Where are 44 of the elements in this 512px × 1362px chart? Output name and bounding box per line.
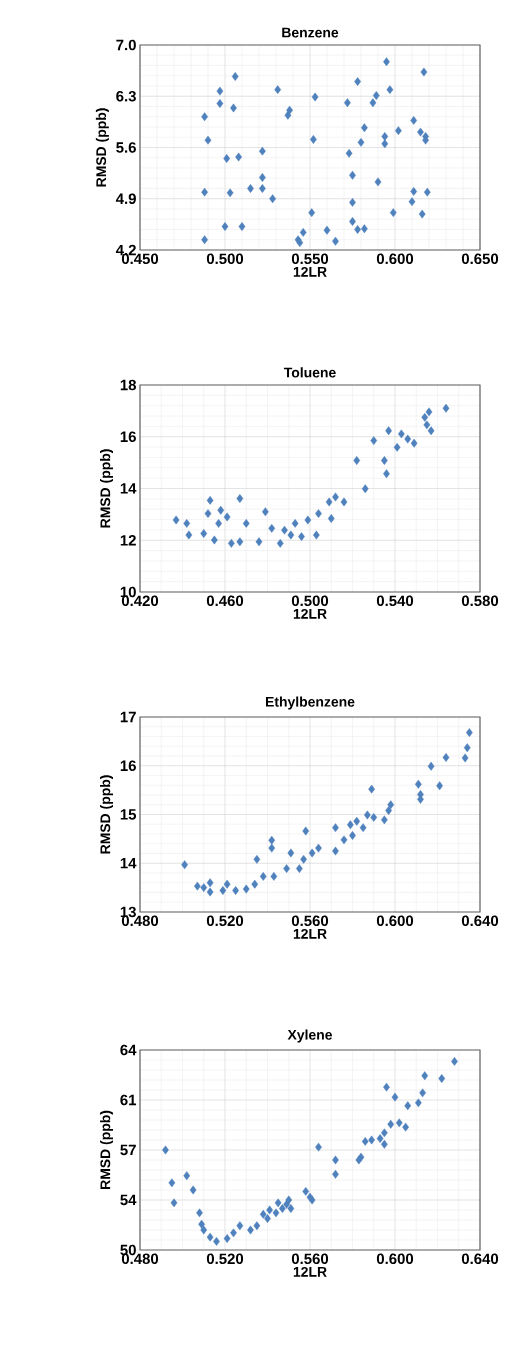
chart-title: Ethylbenzene	[265, 696, 355, 710]
y-tick-label: 57	[120, 1144, 136, 1156]
y-tick-label: 15	[120, 809, 137, 820]
y-tick-label: 61	[120, 1094, 137, 1106]
y-tick-label: 12	[120, 535, 136, 546]
x-tick-label: 0.640	[461, 915, 499, 927]
y-tick-label: 7.0	[116, 39, 136, 51]
y-axis-title: RMSD (ppb)	[95, 108, 109, 187]
x-tick-label: 0.550	[291, 253, 329, 265]
x-tick-label: 0.520	[206, 1253, 244, 1265]
x-tick-label: 0.460	[206, 595, 244, 607]
y-tick-label: 64	[120, 1044, 137, 1056]
chart-title: Benzene	[282, 27, 339, 38]
y-tick-label: 54	[120, 1194, 137, 1206]
x-axis-title: 12LR	[293, 928, 327, 939]
x-tick-label: 0.560	[291, 1253, 329, 1265]
x-axis-title: 12LR	[293, 608, 327, 619]
chart-title: Xylene	[287, 1029, 333, 1043]
y-tick-label: 5.6	[116, 142, 136, 153]
y-tick-label: 18	[120, 379, 137, 391]
x-tick-label: 0.560	[291, 915, 329, 927]
x-tick-label: 0.650	[461, 253, 499, 265]
x-tick-label: 0.580	[461, 595, 499, 607]
y-axis-title: RMSD (ppb)	[100, 449, 114, 528]
x-axis-title: 12LR	[293, 1266, 327, 1277]
y-tick-label: 17	[120, 711, 136, 723]
x-tick-label: 0.500	[206, 253, 244, 265]
y-tick-label: 4.9	[115, 193, 136, 205]
x-tick-label: 0.600	[376, 253, 414, 265]
x-axis-title: 12LR	[293, 266, 327, 277]
x-tick-label: 0.640	[461, 1253, 499, 1265]
y-tick-label: 6.3	[116, 90, 136, 102]
x-tick-label: 0.600	[376, 1253, 414, 1265]
y-tick-label: 16	[120, 760, 136, 772]
y-tick-label: 14	[120, 483, 137, 494]
y-tick-label: 16	[120, 431, 136, 443]
x-tick-label: 0.540	[376, 595, 414, 607]
x-tick-label: 0.500	[291, 595, 329, 607]
x-tick-label: 0.520	[206, 915, 244, 927]
y-axis-title: RMSD (ppb)	[100, 775, 114, 854]
x-tick-label: 0.600	[376, 915, 414, 927]
chart-title: Toluene	[283, 367, 336, 378]
y-tick-label: 14	[120, 858, 137, 869]
y-axis-title: RMSD (ppb)	[100, 1110, 114, 1189]
